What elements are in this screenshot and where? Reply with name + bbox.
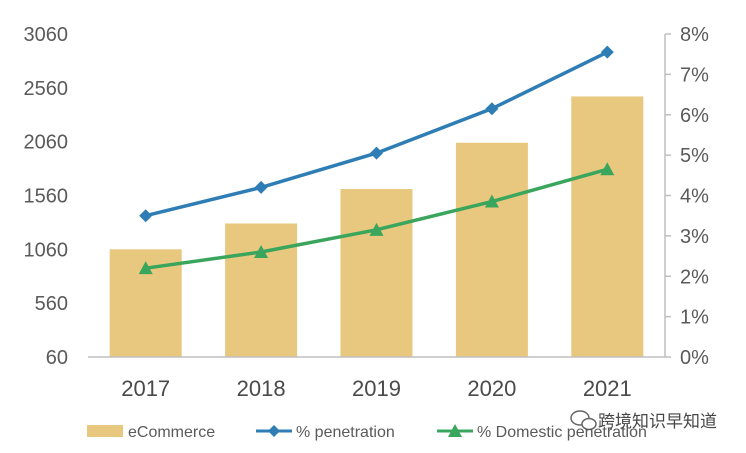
legend-label-ecommerce: eCommerce xyxy=(128,424,215,441)
right-tick-label: 3% xyxy=(680,226,709,248)
left-tick-label: 60 xyxy=(46,347,68,369)
left-tick-label: 1560 xyxy=(24,186,69,208)
legend-label-domestic: % Domestic penetration xyxy=(477,424,647,441)
left-tick-label: 2060 xyxy=(24,132,69,154)
right-tick-label: 5% xyxy=(680,145,709,167)
watermark-text: 跨境知识早知道 xyxy=(598,412,717,432)
left-y-axis: 3060 2560 2060 1560 1060 560 60 xyxy=(24,24,69,369)
right-tick-label: 1% xyxy=(680,307,709,329)
bar-2018 xyxy=(225,223,298,357)
x-tick-label: 2021 xyxy=(583,376,632,401)
left-tick-label: 560 xyxy=(35,293,68,315)
left-tick-label: 3060 xyxy=(24,24,69,46)
diamond-marker xyxy=(600,45,614,59)
bar-2021 xyxy=(571,96,644,358)
legend-item-ecommerce: eCommerce xyxy=(87,424,215,441)
diamond-marker xyxy=(485,102,499,116)
x-tick-label: 2018 xyxy=(237,376,286,401)
triangle-marker xyxy=(600,162,615,176)
legend-marker-diamond xyxy=(268,425,280,437)
right-tick-label: 7% xyxy=(680,64,709,86)
watermark: 跨境知识早知道 xyxy=(570,410,717,432)
triangle-marker xyxy=(138,261,153,275)
diamond-marker xyxy=(370,146,383,160)
penetration-lines xyxy=(138,45,615,275)
x-tick-label: 2017 xyxy=(121,376,170,401)
legend-item-penetration: % penetration xyxy=(256,424,395,441)
legend: eCommerce % penetration % Domestic penet… xyxy=(87,424,647,441)
triangle-marker xyxy=(254,245,269,259)
right-tick-label: 8% xyxy=(680,24,709,46)
legend-swatch-ecommerce xyxy=(87,425,123,437)
right-tick-label: 4% xyxy=(680,186,709,208)
bar-2019 xyxy=(340,189,413,357)
diamond-marker xyxy=(254,180,268,194)
left-tick-label: 2560 xyxy=(24,78,69,100)
right-y-axis: 8% 7% 6% 5% 4% 3% 2% 1% 0% xyxy=(665,24,709,369)
x-axis: 2017 2018 2019 2020 2021 xyxy=(121,376,632,401)
right-tick-label: 2% xyxy=(680,266,709,288)
legend-item-domestic: % Domestic penetration xyxy=(437,424,647,441)
diamond-marker xyxy=(139,209,153,223)
left-tick-label: 1060 xyxy=(24,239,69,261)
triangle-marker xyxy=(484,194,499,208)
bar-2020 xyxy=(455,142,528,357)
legend-label-penetration: % penetration xyxy=(296,424,395,441)
right-tick-label: 0% xyxy=(680,347,709,369)
triangle-marker xyxy=(369,222,384,236)
x-tick-label: 2020 xyxy=(467,376,516,401)
wechat-icon xyxy=(570,410,597,431)
right-tick-label: 6% xyxy=(680,105,709,127)
x-tick-label: 2019 xyxy=(352,376,401,401)
legend-marker-triangle xyxy=(448,424,462,437)
